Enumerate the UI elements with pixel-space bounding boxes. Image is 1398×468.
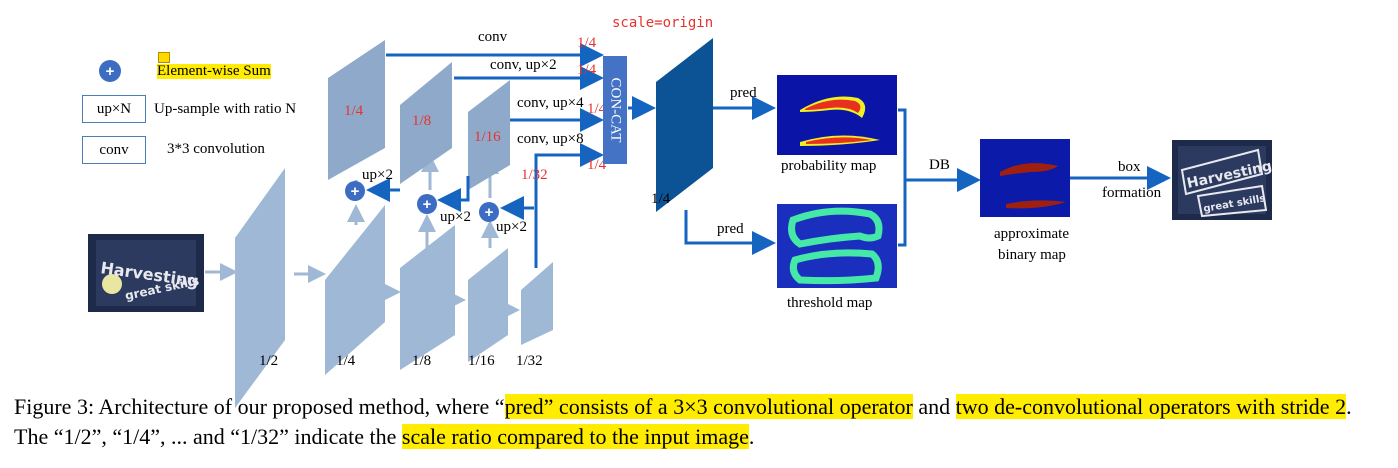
branch-label-4: conv, up×8 [517,131,584,147]
concat-block: CON-CAT [603,56,627,164]
branch-ratio-1: 1/4 [577,35,597,51]
branch-label-3: conv, up×4 [517,95,584,111]
sum-nodes [99,60,499,222]
sum-node-3 [479,202,499,222]
threshold-map [777,204,897,288]
legend-upsample-label: Up-sample with ratio N [154,101,297,117]
scale-note: scale=origin [612,15,714,31]
backbone-scale-1-8: 1/8 [412,353,432,369]
backbone-layer-1-8 [400,225,455,370]
fpn-layer-1-4 [328,40,385,180]
legend-upsample-box: up×N [82,95,146,123]
approx-label: approximate [994,226,1069,242]
svg-text:+: + [423,196,432,213]
legend-sum-label: Element-wise Sum [157,63,271,79]
svg-text:+: + [351,183,360,200]
output-image: Harvesting great skills [1172,140,1273,220]
legend-sum-icon [99,60,121,82]
fused-feature [656,38,713,212]
feature-scale: 1/4 [651,191,671,207]
pred-label-bottom: pred [717,221,744,237]
upsample-arrows [366,176,534,220]
branch-label-2: conv, up×2 [490,57,557,73]
sum-node-2 [417,194,437,214]
backbone-scale-1-2: 1/2 [259,353,279,369]
backbone-scale-1-32: 1/32 [516,353,543,369]
svg-text:+: + [485,204,494,221]
branch-label-1: conv [478,29,508,45]
backbone-layers [235,168,553,408]
head-arrows [628,96,1171,255]
probability-map-label: probability map [781,158,877,174]
binary-map-label: binary map [998,247,1066,263]
input-image: Harvesting great skills [88,234,204,312]
backbone-scale-1-16: 1/16 [468,353,495,369]
fpn-scale-1-8: 1/8 [412,113,432,129]
probability-map [777,75,897,155]
sum-node-1 [345,181,365,201]
backbone-layer-1-4 [325,205,385,375]
fpn-layers [328,40,510,190]
figure-caption: Figure 3: Architecture of our proposed m… [14,394,1352,449]
legend-conv-label: 3*3 convolution [167,141,265,157]
up-label-1: up×2 [362,167,393,183]
up-label-3: up×2 [496,219,527,235]
legend-conv-box: conv [82,136,146,164]
fpn-scale-1-32: 1/32 [521,167,548,183]
branch-ratio-4: 1/4 [587,157,607,173]
fpn-layer-1-8 [400,62,452,184]
backbone-layer-1-32 [521,262,553,345]
fpn-scale-1-16: 1/16 [474,129,501,145]
branch-arrows [386,43,604,268]
binary-map [980,139,1070,217]
fpn-scale-1-4: 1/4 [344,103,364,119]
branch-ratio-3: 1/4 [587,101,607,117]
backbone-scale-1-4: 1/4 [336,353,356,369]
pred-label-top: pred [730,85,757,101]
up-label-2: up×2 [440,209,471,225]
threshold-map-label: threshold map [787,295,873,311]
db-label: DB [929,157,950,173]
formation-label: formation [1102,185,1162,201]
backbone-layer-1-16 [468,248,508,362]
branch-ratio-2: 1/4 [577,62,597,78]
note-icon [158,52,170,63]
svg-text:+: + [106,63,115,80]
backbone-layer-1-2 [235,168,285,408]
box-label: box [1118,159,1141,175]
fpn-layer-1-16 [468,80,510,190]
